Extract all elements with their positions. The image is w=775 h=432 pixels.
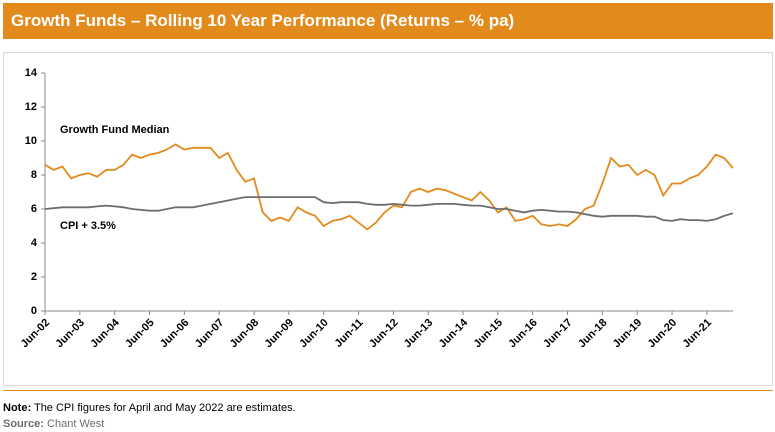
y-tick-label: 14 [25,67,38,79]
x-tick-label: Jun-21 [680,317,714,351]
x-tick-label: Jun-13 [402,317,436,351]
x-tick-label: Jun-15 [471,317,505,351]
x-tick-label: Jun-04 [88,316,122,350]
note: Note: The CPI figures for April and May … [3,400,296,416]
x-tick-label: Jun-07 [193,317,227,351]
x-tick-label: Jun-09 [262,317,296,351]
x-tick-label: Jun-10 [297,317,331,351]
x-tick-label: Jun-02 [19,317,53,351]
y-tick-label: 12 [25,101,37,113]
chart-title: Growth Funds – Rolling 10 Year Performan… [3,3,773,39]
source-text: Chant West [47,418,105,430]
x-tick-label: Jun-18 [576,317,610,351]
x-tick-label: Jun-19 [611,317,645,351]
note-text: The CPI figures for April and May 2022 a… [33,402,296,414]
x-tick-label: Jun-20 [646,317,680,351]
x-tick-label: Jun-08 [228,317,262,351]
source-label: Source: [3,418,44,430]
y-tick-label: 4 [31,237,38,249]
x-tick-label: Jun-03 [53,317,87,351]
footer: Note: The CPI figures for April and May … [3,400,296,432]
source: Source: Chant West [3,416,296,432]
x-tick-label: Jun-06 [158,317,192,351]
series-line [44,143,734,231]
y-tick-label: 8 [31,169,37,181]
x-tick-label: Jun-17 [541,317,575,351]
series-line [44,196,734,222]
y-tick-label: 2 [31,271,37,283]
y-tick-label: 10 [25,135,37,147]
x-tick-label: Jun-16 [506,317,540,351]
chart-frame [3,52,773,386]
legend-label: Growth Fund Median [60,124,170,136]
legend-label: CPI + 3.5% [60,220,116,232]
note-label: Note: [3,402,32,414]
x-tick-label: Jun-05 [123,317,157,351]
x-tick-label: Jun-14 [437,316,471,350]
x-tick-label: Jun-11 [333,317,366,350]
y-tick-label: 6 [31,203,37,215]
x-tick-label: Jun-12 [367,317,401,351]
y-tick-label: 0 [31,305,37,317]
